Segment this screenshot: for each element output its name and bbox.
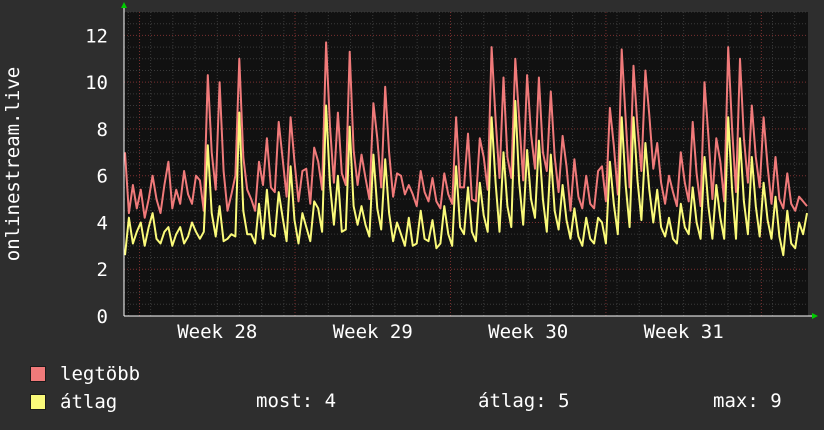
x-tick-label: Week 28 bbox=[177, 321, 257, 343]
y-tick-label: 10 bbox=[85, 72, 108, 94]
x-axis-arrow bbox=[812, 313, 818, 319]
y-axis-label: onlinestream.live bbox=[2, 67, 24, 261]
stat-average: átlag: 5 bbox=[478, 390, 570, 412]
legend-label-max: legtöbb bbox=[60, 363, 141, 385]
y-tick-label: 8 bbox=[97, 119, 108, 141]
y-tick-label: 6 bbox=[97, 166, 108, 188]
y-axis-arrow bbox=[121, 2, 127, 8]
legend-swatch-max bbox=[30, 366, 46, 382]
x-tick-label: Week 30 bbox=[488, 321, 568, 343]
stat-current: most: 4 bbox=[256, 390, 337, 412]
legend-swatch-avg bbox=[30, 394, 46, 410]
y-tick-label: 4 bbox=[97, 212, 108, 234]
y-tick-label: 2 bbox=[97, 259, 108, 281]
chart-canvas: 0 2 4 6 8 10 12 Week 28 Week 29 Week 30 Week 31 onl… bbox=[2, 2, 818, 343]
legend-item-avg: átlag bbox=[30, 391, 117, 413]
series-line-0 bbox=[124, 41, 808, 219]
y-tick-label: 12 bbox=[85, 25, 108, 47]
series-line-1 bbox=[124, 99, 808, 257]
y-tick-label: 0 bbox=[97, 306, 108, 328]
stat-max: max: 9 bbox=[713, 390, 782, 412]
legend-label-avg: átlag bbox=[60, 391, 118, 413]
x-tick-label: Week 29 bbox=[333, 321, 413, 343]
legend-item-max: legtöbb bbox=[30, 363, 140, 385]
x-tick-label: Week 31 bbox=[644, 321, 724, 343]
